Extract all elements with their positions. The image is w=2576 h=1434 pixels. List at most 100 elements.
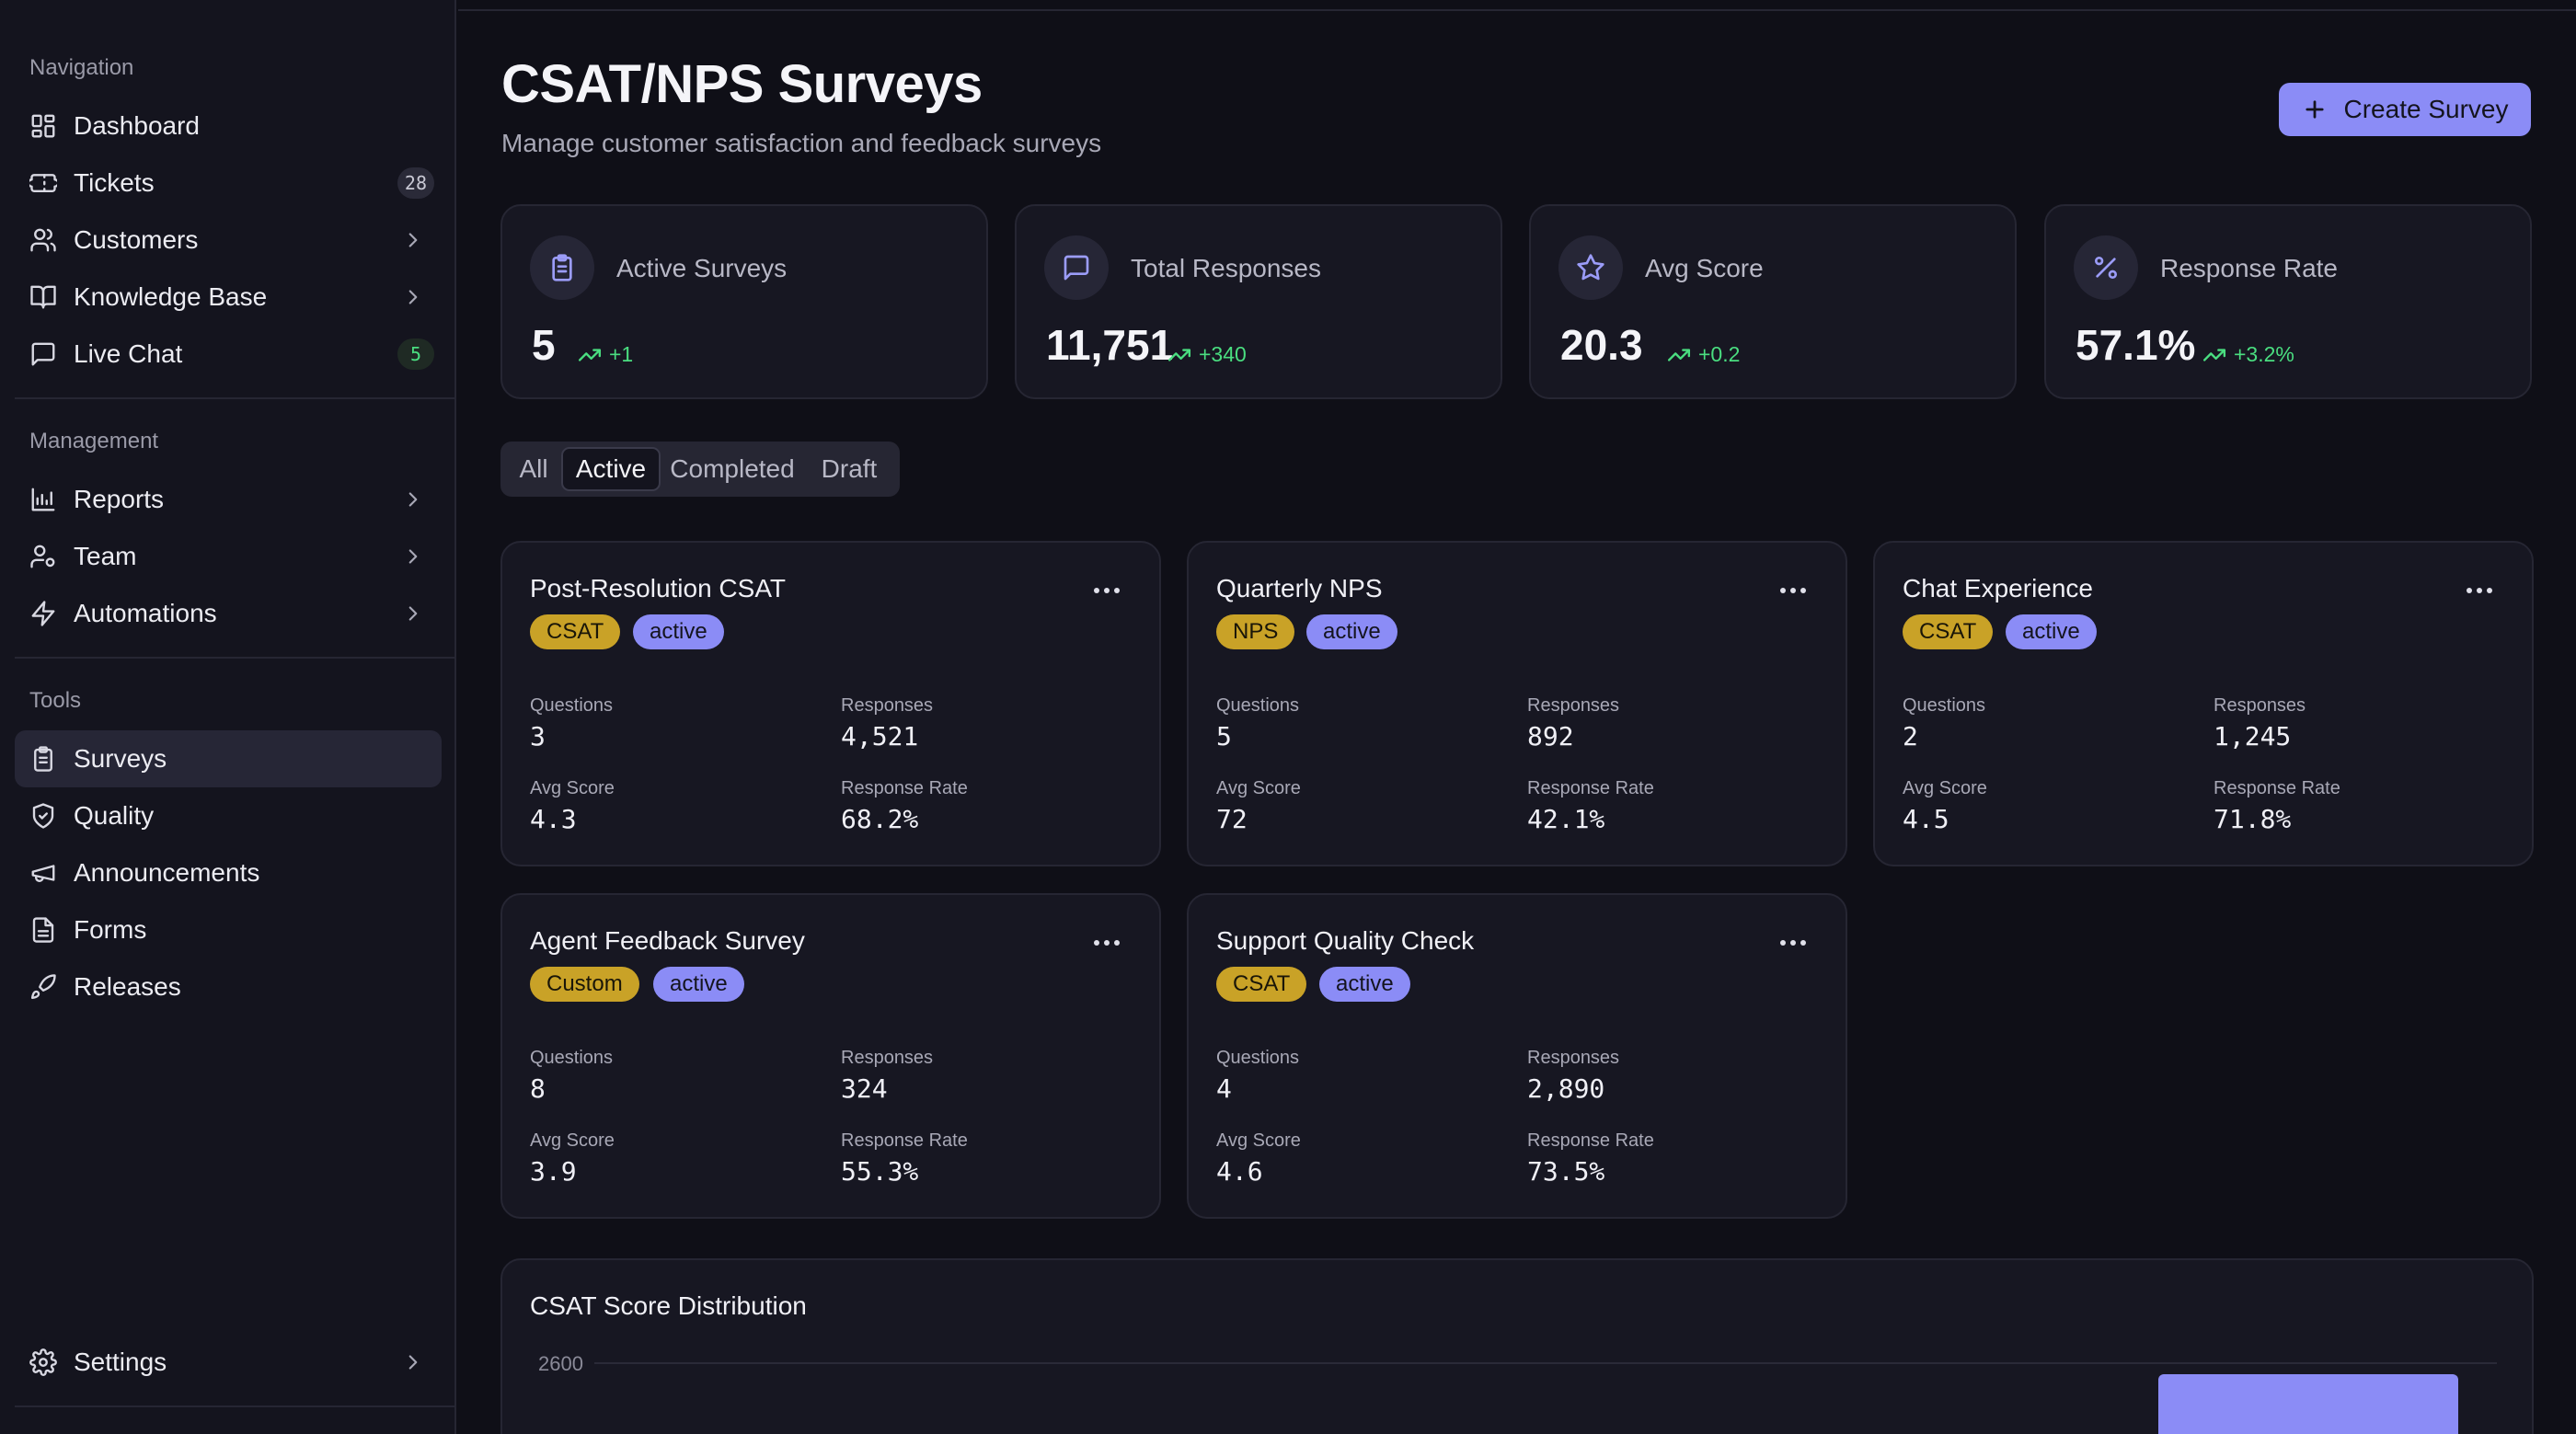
sidebar-item-label: Quality bbox=[74, 801, 155, 830]
sidebar: Navigation Dashboard Tickets 28 Customer… bbox=[0, 0, 456, 1434]
stat-delta: +1 bbox=[578, 342, 633, 367]
chevron-right-icon bbox=[401, 1350, 425, 1374]
stat-card-total-responses: Total Responses 11,751 +340 bbox=[1015, 204, 1502, 399]
stat-label: Active Surveys bbox=[616, 254, 788, 282]
chevron-right-icon bbox=[401, 545, 425, 568]
sidebar-item-tickets[interactable]: Tickets 28 bbox=[15, 155, 442, 212]
sidebar-item-label: Live Chat bbox=[74, 339, 183, 368]
plus-icon bbox=[2305, 100, 2324, 119]
survey-title: Agent Feedback Survey bbox=[530, 926, 805, 955]
nav-section-label: Management bbox=[29, 429, 159, 453]
sidebar-item-automations[interactable]: Automations bbox=[15, 585, 442, 642]
stat-card-response-rate: Response Rate 57.1% +3.2% bbox=[2044, 204, 2532, 399]
sidebar-item-label: Settings bbox=[74, 1348, 167, 1376]
metric-value: 2,890 bbox=[1527, 1073, 1605, 1104]
metric-label: Avg Score bbox=[1903, 778, 1987, 798]
sidebar-item-label: Automations bbox=[74, 599, 217, 627]
bar-chart-icon bbox=[29, 486, 57, 513]
survey-card[interactable]: Support Quality Check CSAT active Questi… bbox=[1187, 893, 1847, 1219]
star-icon bbox=[1558, 235, 1623, 300]
survey-status-badge: active bbox=[653, 967, 744, 1002]
survey-title: Support Quality Check bbox=[1216, 926, 1475, 955]
chevron-right-icon bbox=[401, 488, 425, 511]
rocket-icon bbox=[29, 973, 57, 1001]
sidebar-item-label: Surveys bbox=[74, 744, 167, 773]
sidebar-item-quality[interactable]: Quality bbox=[15, 787, 442, 844]
chevron-right-icon bbox=[401, 228, 425, 252]
stat-card-avg-score: Avg Score 20.3 +0.2 bbox=[1529, 204, 2017, 399]
survey-card[interactable]: Post-Resolution CSAT CSAT active Questio… bbox=[500, 541, 1161, 866]
page-title: CSAT/NPS Surveys bbox=[501, 54, 983, 114]
sidebar-item-label: Knowledge Base bbox=[74, 282, 268, 311]
clipboard-icon bbox=[530, 235, 594, 300]
survey-type-badge: CSAT bbox=[530, 614, 621, 649]
sidebar-item-forms[interactable]: Forms bbox=[15, 901, 442, 958]
metric-label: Responses bbox=[841, 695, 934, 716]
survey-card[interactable]: Chat Experience CSAT active Questions 2 … bbox=[1873, 541, 2534, 866]
survey-type-badge: CSAT bbox=[1903, 614, 1994, 649]
survey-status-badge: active bbox=[1319, 967, 1410, 1002]
metric-value: 8 bbox=[530, 1073, 546, 1104]
trending-up-icon bbox=[1167, 348, 1191, 361]
stat-delta: +0.2 bbox=[1667, 342, 1740, 367]
more-options-icon[interactable] bbox=[1091, 934, 1122, 952]
metric-value: 42.1% bbox=[1527, 804, 1605, 834]
metric-label: Avg Score bbox=[530, 778, 615, 798]
chart-bar bbox=[2158, 1374, 2458, 1434]
tab-completed[interactable]: Completed bbox=[670, 454, 795, 483]
shield-check-icon bbox=[29, 802, 57, 830]
survey-title: Quarterly NPS bbox=[1216, 574, 1383, 602]
chat-icon bbox=[29, 340, 57, 368]
sidebar-divider bbox=[15, 657, 456, 659]
more-options-icon[interactable] bbox=[2464, 581, 2495, 600]
sidebar-item-announcements[interactable]: Announcements bbox=[15, 844, 442, 901]
sidebar-item-surveys[interactable]: Surveys bbox=[15, 730, 442, 787]
trending-up-icon bbox=[2202, 348, 2226, 361]
sidebar-item-label: Announcements bbox=[74, 858, 260, 887]
sidebar-item-releases[interactable]: Releases bbox=[15, 958, 442, 1015]
tab-active[interactable]: Active bbox=[561, 447, 661, 491]
lightning-icon bbox=[29, 600, 57, 627]
survey-type-badge: Custom bbox=[530, 967, 639, 1002]
tab-draft[interactable]: Draft bbox=[821, 454, 878, 483]
create-survey-button[interactable]: Create Survey bbox=[2279, 83, 2531, 136]
tab-all[interactable]: All bbox=[519, 454, 548, 483]
metric-value: 4,521 bbox=[841, 721, 919, 751]
survey-card[interactable]: Quarterly NPS NPS active Questions 5 Res… bbox=[1187, 541, 1847, 866]
clipboard-icon bbox=[29, 745, 57, 773]
megaphone-icon bbox=[29, 859, 57, 887]
team-icon bbox=[29, 543, 57, 570]
sidebar-item-customers[interactable]: Customers bbox=[15, 212, 442, 269]
chat-icon bbox=[1044, 235, 1109, 300]
sidebar-item-settings[interactable]: Settings bbox=[15, 1334, 442, 1391]
stat-delta-value: +340 bbox=[1199, 342, 1247, 366]
sidebar-item-knowledge-base[interactable]: Knowledge Base bbox=[15, 269, 442, 326]
metric-value: 1,245 bbox=[2214, 721, 2292, 751]
nav-section-label: Tools bbox=[29, 688, 82, 713]
stat-delta: +340 bbox=[1167, 342, 1247, 367]
metric-value: 4.6 bbox=[1216, 1156, 1263, 1187]
metric-label: Response Rate bbox=[841, 1130, 968, 1151]
sidebar-item-team[interactable]: Team bbox=[15, 528, 442, 585]
metric-label: Responses bbox=[1527, 695, 1620, 716]
create-survey-label: Create Survey bbox=[2343, 95, 2509, 123]
stat-label: Response Rate bbox=[2160, 254, 2339, 282]
more-options-icon[interactable] bbox=[1091, 581, 1122, 600]
sidebar-item-dashboard[interactable]: Dashboard bbox=[15, 98, 442, 155]
survey-title: Post-Resolution CSAT bbox=[530, 574, 787, 602]
more-options-icon[interactable] bbox=[1777, 581, 1809, 600]
more-options-icon[interactable] bbox=[1777, 934, 1809, 952]
sidebar-item-label: Team bbox=[74, 542, 137, 570]
survey-status-badge: active bbox=[1306, 614, 1397, 649]
metric-label: Questions bbox=[1216, 1048, 1300, 1068]
metric-label: Response Rate bbox=[841, 778, 968, 798]
metric-label: Avg Score bbox=[1216, 1130, 1301, 1151]
live-chat-count-badge: 5 bbox=[397, 338, 434, 370]
metric-label: Responses bbox=[841, 1048, 934, 1068]
metric-label: Questions bbox=[530, 695, 614, 716]
sidebar-item-reports[interactable]: Reports bbox=[15, 471, 442, 528]
survey-card[interactable]: Agent Feedback Survey Custom active Ques… bbox=[500, 893, 1161, 1219]
sidebar-item-live-chat[interactable]: Live Chat 5 bbox=[15, 326, 442, 383]
stat-delta-value: +0.2 bbox=[1698, 342, 1741, 366]
sidebar-divider bbox=[15, 1405, 456, 1407]
